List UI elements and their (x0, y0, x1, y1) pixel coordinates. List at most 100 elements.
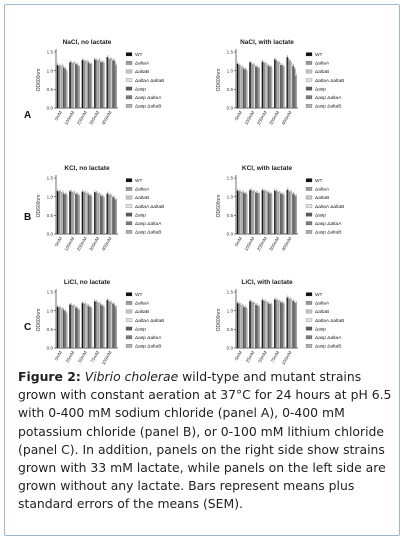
bar (269, 193, 271, 235)
legend-entry: ΔaltaA ΔaltaB (135, 318, 164, 324)
bar (98, 303, 101, 349)
bar (61, 65, 63, 109)
bar (84, 62, 87, 109)
bar (266, 192, 268, 235)
x-tick-label: 100mM (281, 350, 293, 365)
legend-swatch (305, 204, 313, 208)
y-tick-label: 1.0 (227, 68, 234, 73)
bar (263, 190, 265, 235)
bar (87, 62, 90, 109)
y-tick-label: 0.5 (227, 327, 234, 332)
y-tick-label: 0.0 (227, 346, 234, 351)
bar (253, 65, 256, 109)
bar (274, 299, 276, 349)
legend-entry: Δasp (135, 86, 146, 92)
bar (83, 60, 85, 109)
bar (293, 68, 296, 109)
bar (113, 61, 116, 109)
bar (261, 300, 264, 349)
x-tick-label: 25mM (65, 350, 76, 364)
y-axis-label: OD600nm (36, 195, 42, 218)
legend-swatch (125, 221, 133, 226)
bar (59, 66, 62, 109)
bar (69, 304, 71, 349)
bar (58, 307, 60, 349)
panel-letter-B: B (24, 212, 31, 223)
legend-entry: Δasp ΔaltaA (135, 95, 162, 101)
x-tick-label: 100mM (243, 110, 255, 126)
y-tick-label: 1.0 (47, 194, 54, 199)
bar (274, 190, 276, 235)
bar (69, 62, 71, 109)
chart-6: LiCl, with lactate 0.0 0.5 1.0 1.5 OD600nm 0mM… (216, 279, 344, 365)
bar (249, 301, 251, 349)
bar (107, 194, 110, 235)
bar (258, 68, 260, 109)
legend-entry: ΔaltaB (315, 69, 329, 75)
bar (97, 193, 99, 235)
legend-entry: ΔaltaA ΔaltaB (315, 78, 344, 84)
bar (270, 304, 273, 349)
bar (238, 65, 240, 109)
x-tick-label: 100mM (63, 236, 75, 252)
y-tick-label: 1.0 (47, 308, 54, 313)
bar (97, 303, 99, 349)
bar (113, 305, 116, 349)
legend-swatch (125, 69, 133, 74)
bar (287, 298, 290, 349)
bar (78, 195, 80, 235)
bar (281, 65, 284, 109)
legend-swatch (305, 301, 313, 305)
bar (89, 63, 91, 109)
bar (245, 70, 248, 109)
bar (73, 63, 76, 109)
legend-swatch (125, 292, 133, 297)
legend-entry: ΔaltaA (315, 301, 330, 307)
legend-entry: Δasp (315, 212, 326, 218)
bar (264, 63, 267, 109)
bar (109, 195, 111, 235)
chart-title: LiCl, with lactate (241, 279, 293, 286)
bar (83, 192, 85, 235)
legend-swatch (125, 344, 133, 348)
bar (258, 306, 260, 349)
bar (100, 304, 102, 349)
bar (75, 307, 77, 349)
x-tick-label: 400mM (101, 110, 113, 126)
bar (239, 192, 242, 235)
bar (56, 64, 59, 109)
bar (76, 194, 79, 235)
bar (236, 303, 239, 349)
bar (256, 67, 259, 109)
bar (263, 301, 265, 349)
legend-entry: ΔaltaA ΔaltaB (315, 318, 344, 324)
bar (97, 61, 99, 109)
legend-swatch (125, 103, 133, 108)
y-axis-label: OD600nm (36, 309, 42, 332)
bar (295, 196, 297, 235)
bar (70, 305, 73, 349)
legend-swatch (305, 326, 313, 331)
bar (244, 307, 246, 349)
bar (101, 196, 104, 235)
bar (84, 304, 87, 349)
bar (72, 63, 74, 109)
bar (241, 192, 243, 235)
bar (112, 60, 114, 109)
bar (242, 192, 245, 235)
chart-title: NaCl, with lactate (240, 39, 294, 46)
legend-swatch (125, 326, 133, 331)
legend-swatch (305, 344, 313, 348)
legend-entry: ΔaltaA (135, 301, 150, 307)
bar (239, 66, 242, 109)
legend-entry: Δasp ΔaltaB (135, 230, 161, 236)
caption-text: wild-type and mutant strains grown with … (18, 369, 392, 512)
bar (94, 59, 96, 109)
x-tick-label: 25mM (245, 350, 256, 364)
x-tick-label: 200mM (256, 236, 268, 252)
bar (84, 193, 87, 235)
legend-entry: Δasp ΔaltaA (315, 221, 342, 227)
bar (109, 302, 111, 349)
bar (287, 190, 290, 235)
bar (89, 195, 91, 235)
